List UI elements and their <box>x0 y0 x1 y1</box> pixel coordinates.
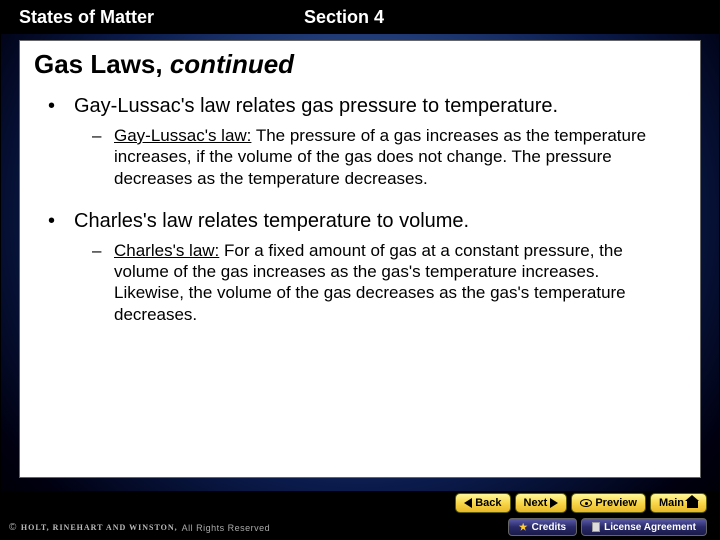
bullet-text: Charles's law relates temperature to vol… <box>74 209 686 234</box>
back-button[interactable]: Back <box>455 493 510 513</box>
star-icon <box>519 523 528 532</box>
bullet-term: Gay-Lussac's law: <box>114 126 251 145</box>
next-button[interactable]: Next <box>515 493 568 513</box>
bullet-term: Charles's law: <box>114 241 219 260</box>
credits-label: Credits <box>532 522 566 533</box>
bullet-marker: • <box>48 94 74 119</box>
main-button[interactable]: Main <box>650 493 707 513</box>
arrow-left-icon <box>464 498 472 508</box>
preview-label: Preview <box>595 497 637 509</box>
bullet-text: Gay-Lussac's law relates gas pressure to… <box>74 94 686 119</box>
bullet-level2: – Charles's law: For a fixed amount of g… <box>92 240 686 325</box>
copyright-brand: HOLT, RINEHART AND WINSTON, <box>21 523 178 532</box>
link-row: Credits License Agreement <box>508 518 707 536</box>
nav-row: Back Next Preview Main <box>455 493 707 513</box>
copyright-symbol: © <box>9 522 17 533</box>
license-label: License Agreement <box>604 522 696 533</box>
next-label: Next <box>524 497 548 509</box>
credits-button[interactable]: Credits <box>508 518 577 536</box>
bullet-marker: – <box>92 125 114 189</box>
license-button[interactable]: License Agreement <box>581 518 707 536</box>
bullet-level1: • Charles's law relates temperature to v… <box>48 209 686 234</box>
arrow-right-icon <box>550 498 558 508</box>
bullet-text: Charles's law: For a fixed amount of gas… <box>114 240 686 325</box>
bullet-marker: – <box>92 240 114 325</box>
slide-title: Gas Laws, continued <box>34 49 686 80</box>
title-main: Gas Laws, <box>34 49 170 79</box>
bullet-level2: – Gay-Lussac's law: The pressure of a ga… <box>92 125 686 189</box>
content-box: Gas Laws, continued • Gay-Lussac's law r… <box>19 40 701 478</box>
preview-button[interactable]: Preview <box>571 493 646 513</box>
title-italic: continued <box>170 49 294 79</box>
copyright-rest: All Rights Reserved <box>182 523 271 533</box>
eye-icon <box>580 499 592 507</box>
bullet-text: Gay-Lussac's law: The pressure of a gas … <box>114 125 686 189</box>
bullet-marker: • <box>48 209 74 234</box>
slide: States of Matter Section 4 Gas Laws, con… <box>0 0 720 540</box>
header-chapter: States of Matter <box>19 7 304 28</box>
document-icon <box>592 522 600 532</box>
bullet-level1: • Gay-Lussac's law relates gas pressure … <box>48 94 686 119</box>
header-section: Section 4 <box>304 7 384 28</box>
back-label: Back <box>475 497 501 509</box>
footer-bar: Back Next Preview Main Credits Lice <box>1 491 719 539</box>
header-bar: States of Matter Section 4 <box>1 1 719 34</box>
main-label: Main <box>659 497 684 509</box>
copyright: © HOLT, RINEHART AND WINSTON, All Rights… <box>9 522 270 533</box>
home-icon <box>687 501 698 508</box>
